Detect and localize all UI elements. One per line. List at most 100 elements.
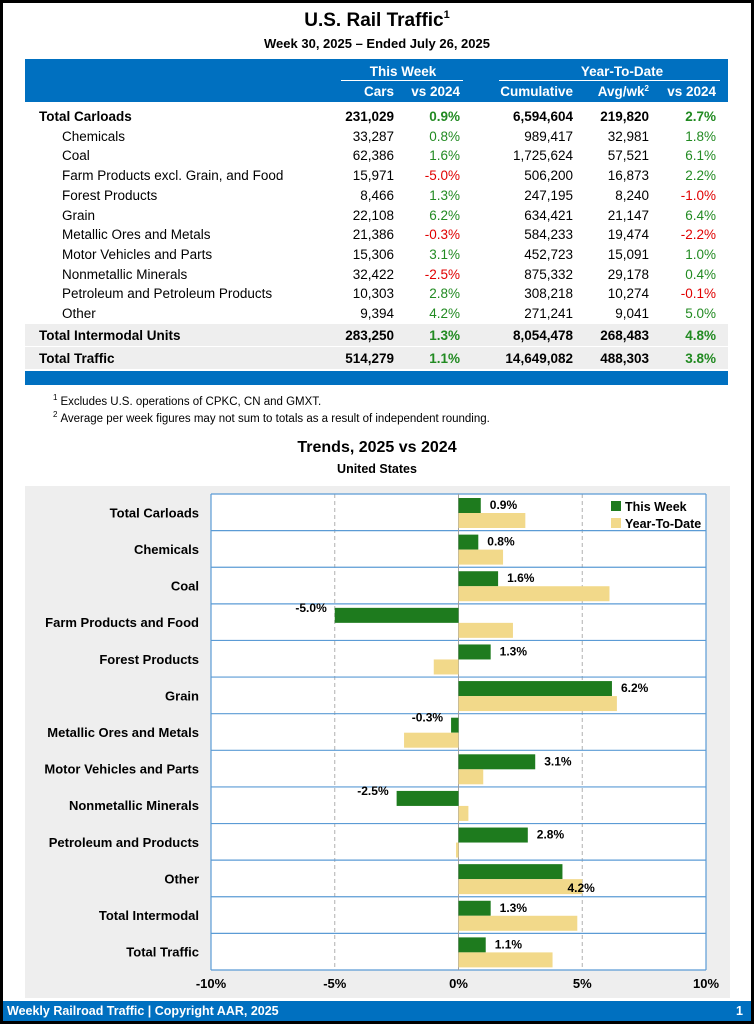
footer-copyright: Weekly Railroad Traffic | Copyright AAR,… <box>7 1004 279 1018</box>
cell-ytd-vs2024: 4.8% <box>685 328 716 343</box>
footnote-1-mark: 1 <box>53 393 58 402</box>
chart-title: Trends, 2025 vs 2024 <box>297 439 457 456</box>
bar-year-to-date <box>404 732 459 748</box>
cell-this-week-vs2024: -2.5% <box>424 266 460 282</box>
page-title-text: U.S. Rail Traffic <box>304 10 444 31</box>
cell-ytd-vs2024: 6.4% <box>685 207 716 223</box>
cell-avg-wk: 16,873 <box>607 168 649 184</box>
cell-avg-wk: 8,240 <box>615 187 649 203</box>
row-label: Total Intermodal Units <box>39 328 181 343</box>
x-tick-label: -10% <box>196 976 227 991</box>
cell-this-week-vs2024: 1.1% <box>429 351 460 366</box>
table-row: Forest Products 8,466 1.3% 247,195 8,240 -1.0… <box>25 185 728 205</box>
bar-year-to-date <box>458 915 578 931</box>
data-label-this-week: 1.3% <box>500 901 528 915</box>
cell-avg-wk: 9,041 <box>615 306 649 321</box>
data-label-this-week: -0.3% <box>412 711 444 725</box>
cell-avg-wk: 10,274 <box>607 286 649 302</box>
bar-year-to-date <box>458 805 469 821</box>
row-label: Forest Products <box>62 187 158 203</box>
cell-cumulative: 634,421 <box>524 207 573 223</box>
bar-year-to-date <box>458 513 526 528</box>
cell-avg-wk: 19,474 <box>607 227 649 243</box>
bar-this-week <box>458 644 491 660</box>
category-label: Petroleum and Products <box>49 835 199 850</box>
bar-year-to-date <box>458 622 513 638</box>
table-header: This Week Year-To-Date Cars vs 2024 Cumu… <box>25 59 728 102</box>
cell-this-week-vs2024: 1.6% <box>429 148 460 164</box>
row-label: Petroleum and Petroleum Products <box>62 286 273 302</box>
row-label: Total Carloads <box>39 109 132 124</box>
footnote-1: 1 Excludes U.S. operations of CPKC, CN an… <box>53 393 321 408</box>
data-label-this-week: 3.1% <box>544 754 572 768</box>
cell-ytd-vs2024: 2.2% <box>685 168 716 184</box>
cell-cars: 21,386 <box>352 227 394 243</box>
bar-this-week <box>396 790 459 806</box>
row-label: Nonmetallic Minerals <box>62 266 188 282</box>
cell-cumulative: 247,195 <box>524 187 573 203</box>
bar-this-week <box>458 900 491 916</box>
cell-this-week-vs2024: -5.0% <box>424 168 460 184</box>
data-label-this-week: 0.8% <box>487 535 515 549</box>
cell-cars: 15,306 <box>352 246 394 262</box>
x-tick-label: -5% <box>323 976 347 991</box>
cell-ytd-vs2024: 2.7% <box>685 109 716 124</box>
data-label-this-week: 1.1% <box>495 937 523 951</box>
row-label: Metallic Ores and Metals <box>62 227 211 243</box>
bar-this-week <box>458 864 563 880</box>
cell-avg-wk: 15,091 <box>607 246 649 262</box>
footnote-2: 2 Average per week figures may not sum to… <box>53 410 490 425</box>
cell-this-week-vs2024: 2.8% <box>429 286 460 302</box>
table-row: Coal 62,386 1.6% 1,725,624 57,521 6.1% <box>25 145 728 165</box>
page-number: 1 <box>736 1004 743 1018</box>
category-label: Chemicals <box>134 542 199 557</box>
bar-this-week <box>458 534 479 550</box>
category-label: Total Carloads <box>110 505 199 520</box>
footnote-1-text: Excludes U.S. operations of CPKC, CN and… <box>60 396 322 408</box>
category-label: Motor Vehicles and Parts <box>44 762 199 777</box>
cell-this-week-vs2024: 4.2% <box>429 306 460 321</box>
row-label: Total Traffic <box>39 351 115 366</box>
footnote-2-mark: 2 <box>53 410 58 419</box>
category-label: Metallic Ores and Metals <box>47 725 199 740</box>
legend-label-this-week: This Week <box>625 500 687 514</box>
row-label: Chemicals <box>62 128 126 144</box>
cell-cumulative: 14,649,082 <box>505 351 573 366</box>
cell-cars: 22,108 <box>352 207 394 223</box>
bar-this-week <box>458 754 536 770</box>
category-label: Total Intermodal <box>99 908 199 923</box>
cell-this-week-vs2024: 3.1% <box>429 246 460 262</box>
data-label-this-week: -2.5% <box>357 784 389 798</box>
cell-cumulative: 1,725,624 <box>512 148 573 164</box>
cell-this-week-vs2024: 0.8% <box>429 128 460 144</box>
cell-cumulative: 506,200 <box>524 168 573 184</box>
cell-avg-wk: 32,981 <box>607 128 649 144</box>
bar-year-to-date <box>433 659 459 675</box>
title-footnote-mark: 1 <box>443 9 450 21</box>
table-row: Motor Vehicles and Parts 15,306 3.1% 452,72… <box>25 244 728 264</box>
table-footer-bar <box>25 371 728 385</box>
cell-cars: 9,394 <box>360 306 394 321</box>
cell-ytd-vs2024: -1.0% <box>680 187 716 203</box>
group-underline-this-week <box>341 80 463 81</box>
cell-cumulative: 452,723 <box>524 246 573 262</box>
category-label: Coal <box>171 579 199 594</box>
cell-this-week-vs2024: 6.2% <box>429 207 460 223</box>
avg-footnote-mark: 2 <box>644 84 649 93</box>
group-this-week: This Week <box>369 64 437 79</box>
cell-cars: 10,303 <box>352 286 394 302</box>
table-row: Petroleum and Petroleum Products 10,303 2.… <box>25 283 728 303</box>
cell-cumulative: 271,241 <box>524 306 573 321</box>
cell-cars: 32,422 <box>352 266 394 282</box>
bar-year-to-date <box>458 586 610 602</box>
cell-this-week-vs2024: -0.3% <box>424 227 460 243</box>
col-header-cars: Cars <box>363 84 394 99</box>
legend-label-ytd: Year-To-Date <box>625 517 701 531</box>
cell-avg-wk: 268,483 <box>600 328 649 343</box>
cell-cars: 8,466 <box>360 187 394 203</box>
legend-swatch-this-week <box>611 501 621 511</box>
table-row: Total Intermodal Units 283,250 1.3% 8,054,4… <box>25 324 728 346</box>
bar-year-to-date <box>458 952 553 968</box>
table-row: Chemicals 33,287 0.8% 989,417 32,981 1.8% <box>25 126 728 146</box>
